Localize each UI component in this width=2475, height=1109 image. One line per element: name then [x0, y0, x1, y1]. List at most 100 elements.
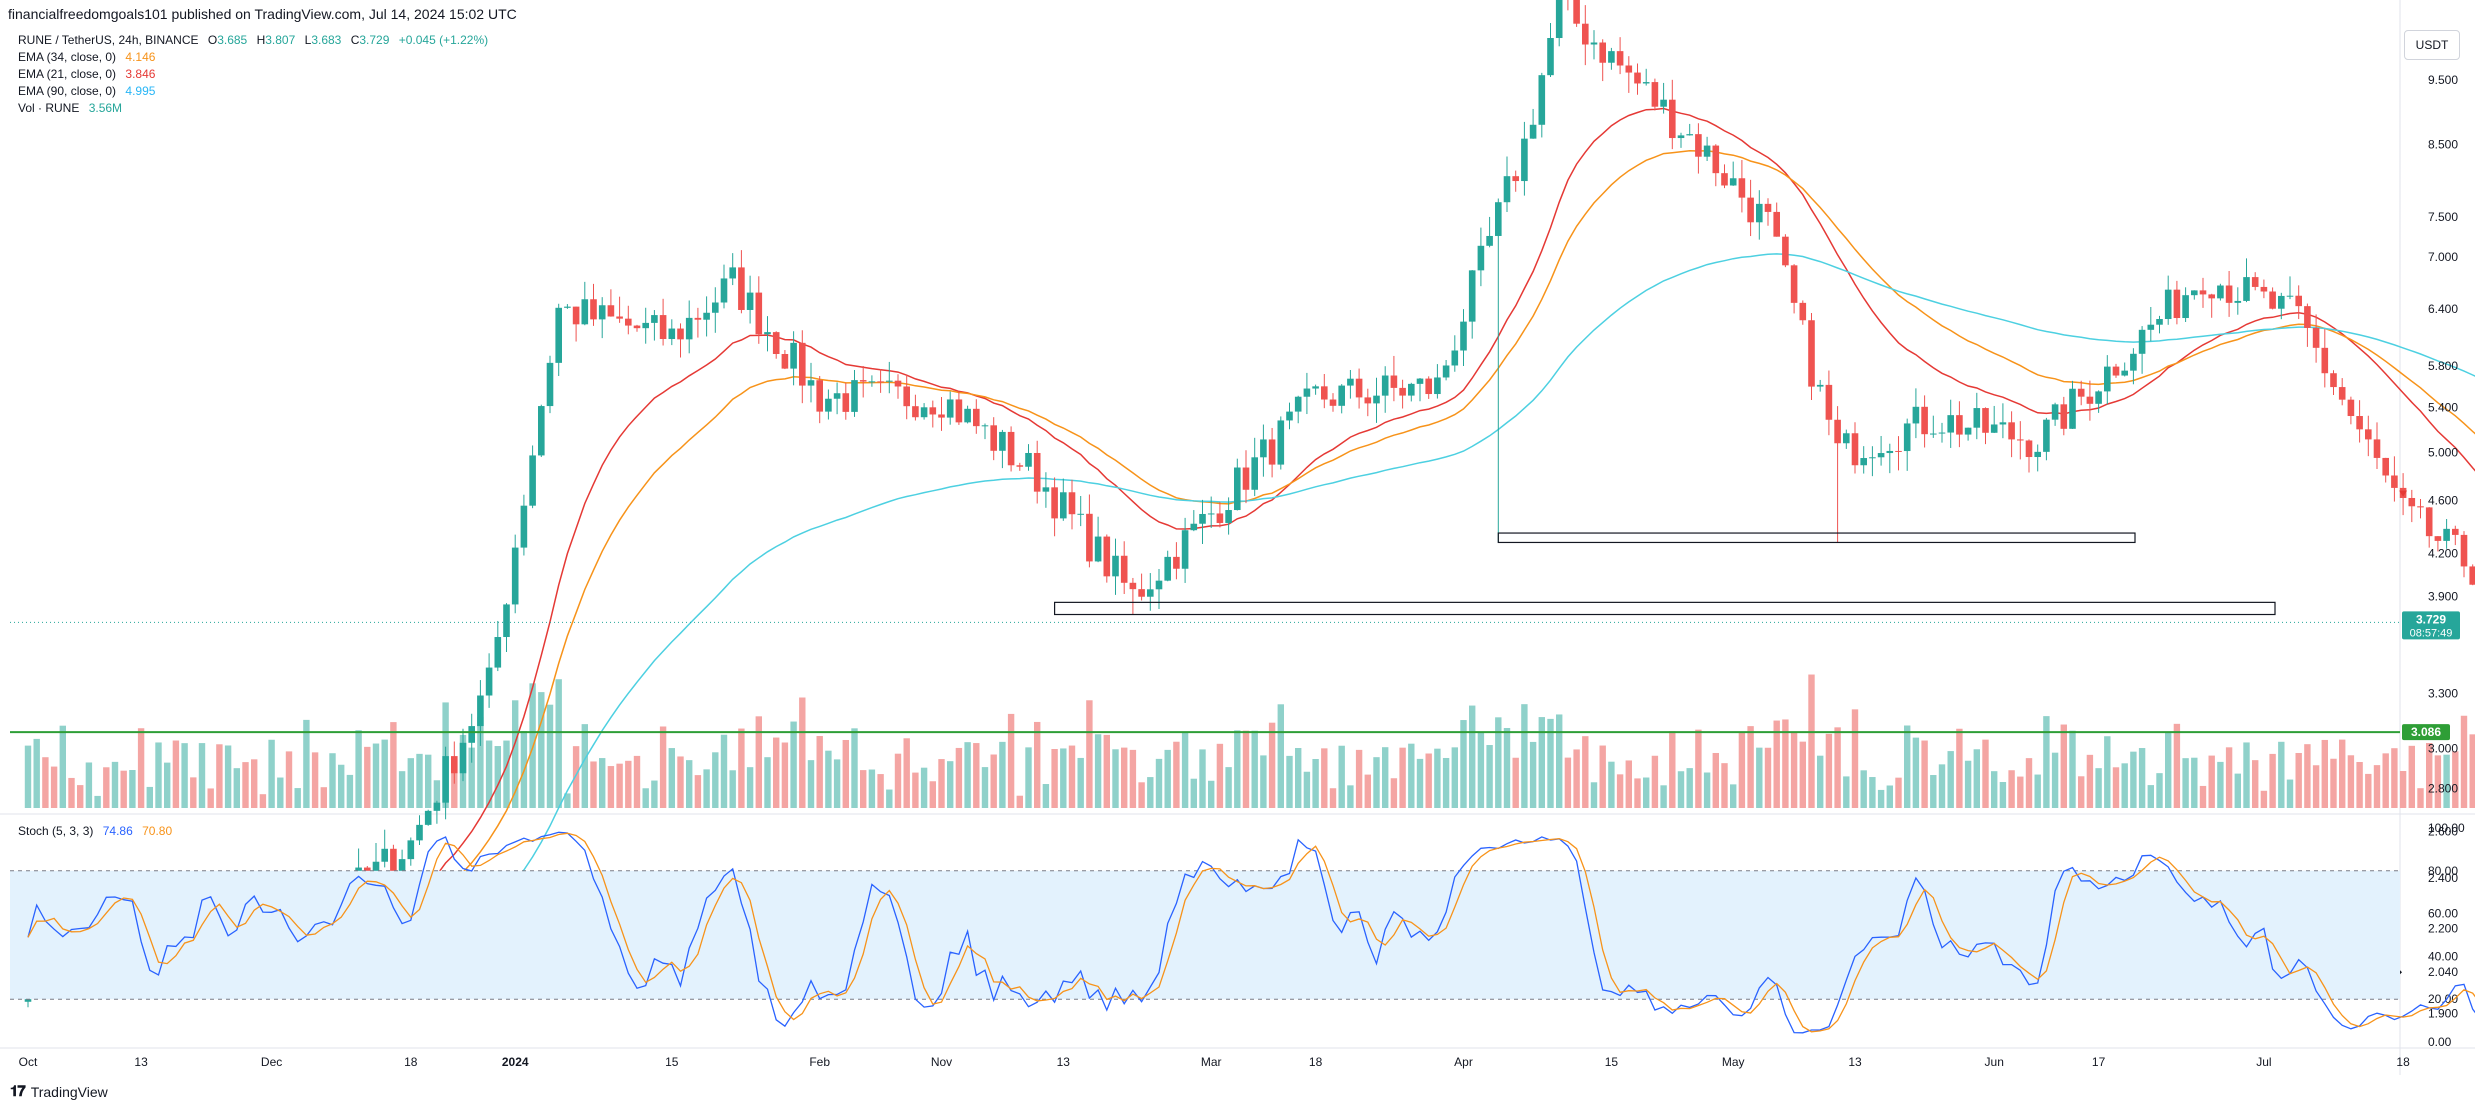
- volume-bar: [1782, 719, 1789, 808]
- ohlc-open: O3.685: [207, 33, 248, 47]
- candle-body: [581, 299, 589, 325]
- candle-body: [1460, 321, 1467, 351]
- volume-bar: [2043, 716, 2050, 808]
- candle-body: [1155, 580, 1163, 590]
- price-tick-label: 2.800: [2428, 782, 2458, 796]
- volume-bar: [1886, 785, 1893, 808]
- volume-bar: [1408, 743, 1415, 808]
- candle-body: [1260, 439, 1267, 458]
- volume-bar: [1442, 757, 1450, 808]
- candle-body: [1181, 530, 1189, 569]
- ohlc-close: C3.729: [350, 33, 390, 47]
- volume-bar: [2373, 765, 2381, 808]
- candle-body: [651, 315, 658, 323]
- volume-bar: [816, 736, 823, 808]
- candle-body: [1347, 378, 1354, 386]
- volume-bar: [1991, 771, 1998, 808]
- candle-body: [1869, 457, 1876, 459]
- volume-bar: [616, 763, 623, 808]
- candle-body: [1321, 386, 1328, 400]
- volume-bar: [877, 774, 884, 808]
- volume-bar: [33, 738, 40, 808]
- candle-body: [1947, 415, 1954, 433]
- volume-bar: [1364, 774, 1371, 808]
- volume-bar: [2286, 779, 2294, 808]
- candle-body: [2069, 388, 2076, 429]
- volume-bar: [137, 728, 145, 808]
- volume-bar: [398, 771, 406, 808]
- volume-bar: [68, 777, 75, 808]
- volume-bar: [146, 786, 153, 808]
- small-down-marker-icon: [2399, 490, 2408, 497]
- candle-body: [807, 380, 815, 386]
- candle-body: [1147, 589, 1154, 597]
- indicator-row-volume[interactable]: Vol · RUNE 3.56M: [18, 100, 488, 117]
- candle-body: [659, 315, 667, 340]
- indicator-row-ema21[interactable]: EMA (21, close, 0) 3.846: [18, 66, 488, 83]
- volume-bar: [1512, 757, 1519, 808]
- candle-body: [633, 325, 641, 329]
- volume-bar: [1834, 727, 1841, 808]
- volume-bar: [1251, 730, 1258, 808]
- candle-body: [2217, 285, 2224, 299]
- volume-bar: [311, 752, 319, 808]
- volume-bar: [790, 721, 797, 808]
- volume-bar: [1260, 755, 1267, 808]
- volume-bar: [1677, 771, 1685, 808]
- volume-bar: [1860, 770, 1867, 808]
- volume-bar: [2138, 748, 2146, 808]
- indicator-row-ema90[interactable]: EMA (90, close, 0) 4.995: [18, 83, 488, 100]
- publisher-line: financialfreedomgoals101 published on Tr…: [8, 6, 517, 22]
- candle-body: [1625, 65, 1633, 73]
- candle-body: [1712, 145, 1720, 174]
- candle-body: [503, 604, 510, 638]
- candle-body: [738, 267, 745, 310]
- candle-body: [2043, 419, 2050, 452]
- candle-body: [2147, 324, 2155, 330]
- volume-bar: [555, 679, 562, 808]
- volume-bar: [329, 753, 336, 808]
- candle-body: [1390, 375, 1398, 388]
- candle-body: [1921, 406, 1928, 435]
- volume-bar: [2278, 741, 2285, 808]
- volume-bar: [1773, 720, 1780, 808]
- candle-body: [1068, 492, 1076, 515]
- volume-bar: [729, 770, 736, 808]
- tradingview-brand[interactable]: 𝟏𝟕 TradingView: [10, 1083, 108, 1100]
- candle-body: [433, 802, 441, 811]
- volume-bar: [1190, 778, 1197, 808]
- price-tick-label: 4.600: [2428, 494, 2458, 508]
- volume-bar: [2173, 723, 2181, 808]
- volume-bar: [868, 769, 876, 808]
- candle-body: [2208, 294, 2215, 299]
- volume-bar: [1312, 759, 1319, 808]
- currency-selector[interactable]: USDT: [2404, 30, 2460, 60]
- candle-body: [1242, 467, 1250, 490]
- candle-body: [1468, 270, 1476, 322]
- candle-body: [2417, 506, 2424, 508]
- candle-body: [2025, 440, 2033, 458]
- volume-bar: [372, 743, 380, 808]
- volume-bar: [503, 740, 510, 808]
- candle-body: [1355, 378, 1363, 398]
- candle-body: [1582, 23, 1589, 45]
- volume-bar: [1390, 778, 1398, 808]
- tradingview-logo-icon: 𝟏𝟕: [10, 1083, 26, 1100]
- indicator-row-ema34[interactable]: EMA (34, close, 0) 4.146: [18, 49, 488, 66]
- volume-bar: [1877, 789, 1885, 808]
- volume-bar: [2399, 770, 2407, 808]
- price-tick-label: 5.400: [2428, 401, 2458, 415]
- volume-bar: [1686, 768, 1693, 808]
- current-price-badge: [2402, 611, 2460, 640]
- volume-bar: [1756, 747, 1763, 808]
- candle-body: [2199, 290, 2207, 295]
- candle-body: [546, 362, 554, 407]
- volume-bar: [642, 788, 649, 808]
- volume-bar: [1921, 740, 1928, 808]
- stoch-legend[interactable]: Stoch (5, 3, 3) 74.86 70.80: [18, 824, 172, 838]
- candle-body: [2338, 387, 2346, 400]
- volume-bar: [320, 787, 327, 808]
- candle-body: [1860, 458, 1867, 466]
- volume-bar: [85, 762, 93, 808]
